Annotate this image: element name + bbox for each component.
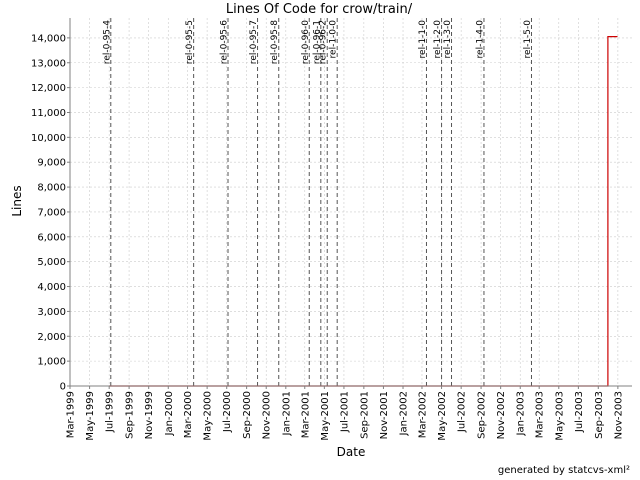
y-tick-label: 14,000: [31, 33, 66, 44]
tag-label: rel-0-95-6: [220, 20, 230, 64]
x-tick-label: May-2001: [320, 391, 331, 441]
grid-layer: [69, 18, 632, 386]
x-tick-label: May-2000: [203, 391, 214, 441]
x-tick-label: Nov-2003: [613, 391, 624, 439]
y-tick-label: 1,000: [37, 357, 66, 368]
x-tick-label: Mar-2003: [535, 391, 546, 438]
x-tick-label: Jan-2003: [516, 391, 527, 436]
y-tick-labels: 0 1,000 2,000 3,000 4,000 5,000 6,000 7,000 8,00…: [31, 33, 66, 392]
x-tick-label: Sep-2002: [477, 391, 488, 439]
y-tick-label: 11,000: [31, 108, 66, 119]
tag-label: rel-1-1-0: [418, 20, 428, 59]
tag-label: rel-1-5-0: [523, 20, 533, 59]
chart-title: Lines Of Code for crow/train/: [226, 2, 413, 17]
x-tick-labels: Mar-1999 May-1999 Jul-1999 Sep-1999 Nov-1999…: [66, 391, 625, 441]
tag-label: rel-1-3-0: [443, 20, 453, 59]
x-axis-title: Date: [337, 445, 366, 459]
tag-label: rel-1-4-0: [475, 20, 485, 59]
x-tick-label: Jan-2002: [399, 391, 410, 436]
y-tick-label: 13,000: [31, 58, 66, 69]
y-axis-title: Lines: [10, 185, 24, 216]
x-tick-label: Sep-2003: [594, 391, 605, 439]
x-tick-label: Mar-2001: [300, 391, 311, 438]
x-tick-label: May-2003: [554, 391, 565, 441]
x-tick-label: Jan-2001: [281, 391, 292, 436]
x-tick-label: Jan-2000: [164, 391, 175, 436]
y-tick-label: 2,000: [37, 332, 66, 343]
tag-label: rel-1-0-0: [329, 20, 339, 59]
y-tick-label: 4,000: [37, 282, 66, 293]
x-tick-label: May-1999: [85, 391, 96, 441]
x-tick-label: Jul-2001: [339, 391, 350, 433]
x-tick-label: Nov-2000: [262, 391, 273, 439]
x-tick-label: Jul-2000: [222, 391, 233, 433]
axes: [67, 18, 632, 389]
x-tick-label: Mar-2000: [183, 391, 194, 438]
tag-label: rel-0-95-8: [270, 20, 280, 64]
x-tick-label: Nov-1999: [144, 391, 155, 439]
x-tick-label: Sep-1999: [125, 391, 136, 439]
y-tick-label: 3,000: [37, 307, 66, 318]
x-tick-label: Nov-2002: [496, 391, 507, 439]
tag-label: rel-0-95-5: [185, 20, 195, 64]
y-tick-label: 10,000: [31, 133, 66, 144]
y-tick-label: 12,000: [31, 83, 66, 94]
x-tick-label: Sep-2000: [242, 391, 253, 439]
x-tick-label: Sep-2001: [359, 391, 370, 439]
release-tags: rel-0-95-4 rel-0-95-5 rel-0-95-6 rel-0-95-7…: [102, 18, 533, 386]
tag-label: rel-0-95-7: [249, 20, 259, 64]
tag-label: rel-0-96-2: [319, 20, 329, 64]
series-layer: [109, 35, 618, 387]
y-tick-label: 5,000: [37, 257, 66, 268]
tag-label: rel-0-96-1: [312, 20, 322, 64]
x-tick-label: Mar-1999: [66, 391, 77, 438]
generator-credit: generated by statcvs-xml²: [497, 465, 630, 476]
x-tick-label: Jul-1999: [105, 391, 116, 433]
y-tick-label: 7,000: [37, 207, 66, 218]
y-tick-label: 6,000: [37, 232, 66, 243]
y-tick-label: 0: [60, 382, 66, 393]
tag-label: rel-0-95-4: [102, 20, 112, 64]
tag-label: rel-0-96-0: [301, 20, 311, 64]
y-tick-label: 9,000: [37, 158, 66, 169]
y-tick-label: 8,000: [37, 183, 66, 194]
tag-label: rel-1-2-0: [433, 20, 443, 59]
x-tick-label: Jul-2003: [574, 391, 585, 433]
x-tick-label: Mar-2002: [417, 391, 428, 438]
x-tick-label: May-2002: [437, 391, 448, 441]
x-tick-label: Nov-2001: [379, 391, 390, 439]
x-tick-label: Jul-2002: [457, 391, 468, 433]
series-line: [109, 35, 618, 387]
